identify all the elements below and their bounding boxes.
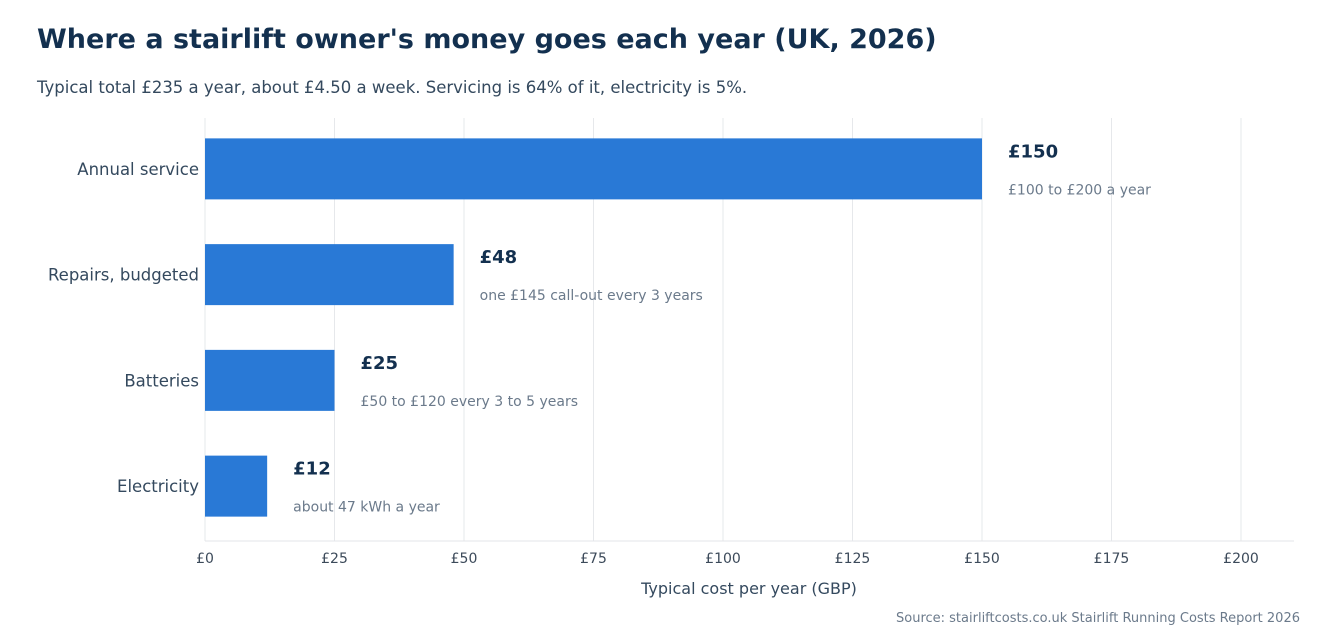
value-label: £12 [293, 459, 331, 480]
category-label: Annual service [77, 160, 199, 179]
value-label: £25 [361, 353, 399, 374]
chart-subtitle: Typical total £235 a year, about £4.50 a… [37, 78, 748, 97]
x-tick-label: £75 [580, 551, 607, 567]
chart-title: Where a stairlift owner's money goes eac… [37, 24, 937, 55]
bars [205, 138, 982, 517]
axes: £0 £25 £50 £75 £100 £125 £150 £175 £200 Annual se… [48, 160, 1294, 567]
x-tick-label: £100 [705, 551, 741, 567]
bar [205, 138, 982, 200]
data-labels: £150 £100 to £200 a year £48 one £145 call-… [293, 141, 1151, 515]
value-label: £150 [1008, 141, 1058, 162]
x-tick-label: £0 [196, 551, 214, 567]
source-note: Source: stairliftcosts.co.uk Stairlift R… [896, 611, 1300, 626]
x-axis-label: Typical cost per year (GBP) [640, 579, 857, 598]
value-note: about 47 kWh a year [293, 500, 440, 516]
bar [205, 455, 268, 517]
bar [205, 349, 335, 411]
x-tick-label: £50 [451, 551, 478, 567]
x-tick-label: £150 [964, 551, 1000, 567]
x-tick-label: £200 [1223, 551, 1259, 567]
category-label: Repairs, budgeted [48, 266, 199, 285]
category-label: Electricity [117, 477, 199, 496]
value-note: one £145 call-out every 3 years [480, 288, 703, 304]
value-note: £50 to £120 every 3 to 5 years [361, 394, 579, 410]
x-tick-label: £25 [321, 551, 348, 567]
value-label: £48 [480, 247, 518, 268]
value-note: £100 to £200 a year [1008, 182, 1151, 198]
category-label: Batteries [124, 371, 199, 390]
x-tick-label: £125 [835, 551, 871, 567]
bar [205, 244, 454, 306]
x-tick-label: £175 [1094, 551, 1130, 567]
